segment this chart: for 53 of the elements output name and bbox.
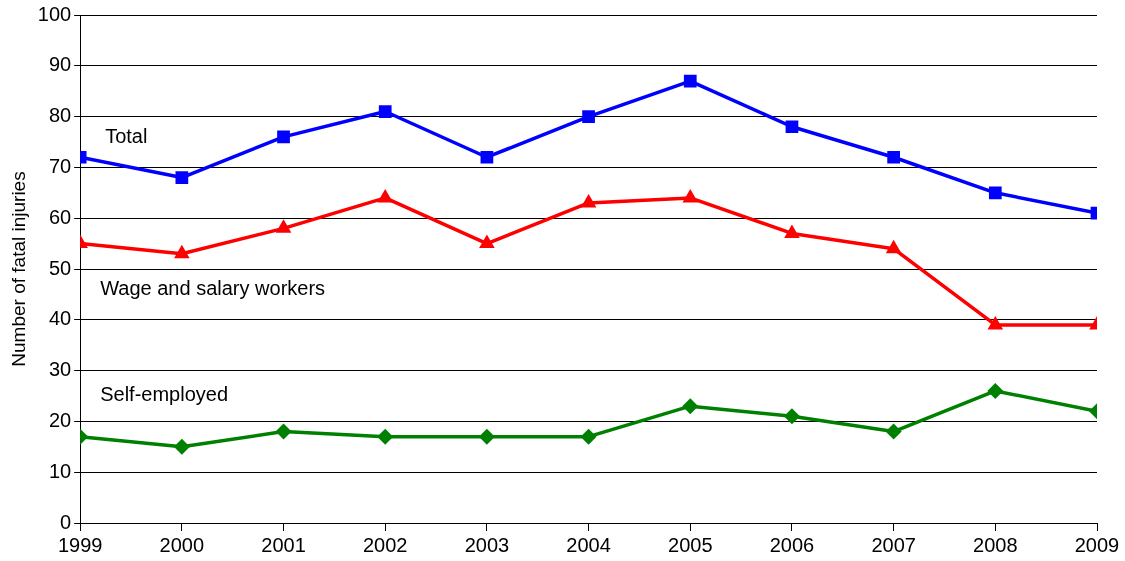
point: [478, 428, 495, 445]
point: [987, 382, 1004, 399]
point: [785, 120, 799, 134]
point: [275, 219, 292, 233]
point: [682, 188, 699, 203]
y-tick-label: 100: [37, 2, 72, 25]
point: [580, 428, 597, 445]
x-tick-label: 2006: [769, 533, 815, 556]
point: [479, 234, 495, 249]
point: [173, 438, 190, 455]
point: [682, 398, 699, 415]
y-tick-label: 20: [48, 408, 72, 431]
x-tick-label: 2007: [871, 533, 916, 556]
series-label: Wage and salary workers: [100, 277, 326, 300]
series-label: Total: [105, 124, 148, 147]
x-tick-label: 2005: [668, 533, 713, 556]
point: [175, 171, 189, 184]
x-tick-label: 2008: [973, 533, 1018, 556]
x-tick-label: 2001: [261, 533, 306, 556]
point: [887, 150, 900, 164]
y-tick-label: 40: [48, 307, 72, 330]
y-tick-label: 0: [60, 510, 72, 533]
y-tick-label: 60: [48, 205, 72, 228]
point: [885, 239, 902, 254]
point: [784, 224, 800, 238]
x-tick-label: 2002: [362, 533, 408, 556]
y-tick-label: 70: [48, 154, 72, 177]
point: [987, 315, 1004, 330]
point: [683, 74, 697, 88]
x-tick-label: 2009: [1074, 533, 1120, 556]
y-tick-label: 30: [48, 358, 72, 381]
point: [377, 188, 394, 203]
x-tick-label: 2003: [464, 533, 510, 556]
point: [174, 244, 190, 259]
x-tick-label: 2000: [159, 533, 205, 556]
y-tick-label: 50: [48, 256, 72, 279]
point: [277, 130, 290, 144]
y-tick-label: 90: [48, 53, 72, 76]
y-tick-label: 80: [48, 104, 72, 127]
x-tick-label: 2004: [566, 533, 611, 556]
point: [580, 193, 597, 208]
point: [275, 423, 292, 440]
y-axis-title: Number of fatal injuries: [7, 171, 29, 367]
y-tick-label: 10: [48, 459, 72, 482]
point: [988, 186, 1002, 200]
point: [582, 110, 595, 123]
series-label: Self-employed: [100, 383, 229, 406]
point: [480, 150, 494, 164]
point: [378, 105, 392, 118]
point: [885, 423, 902, 440]
x-tick-label: 1999: [57, 533, 103, 556]
point: [377, 428, 394, 445]
point: [783, 408, 800, 425]
